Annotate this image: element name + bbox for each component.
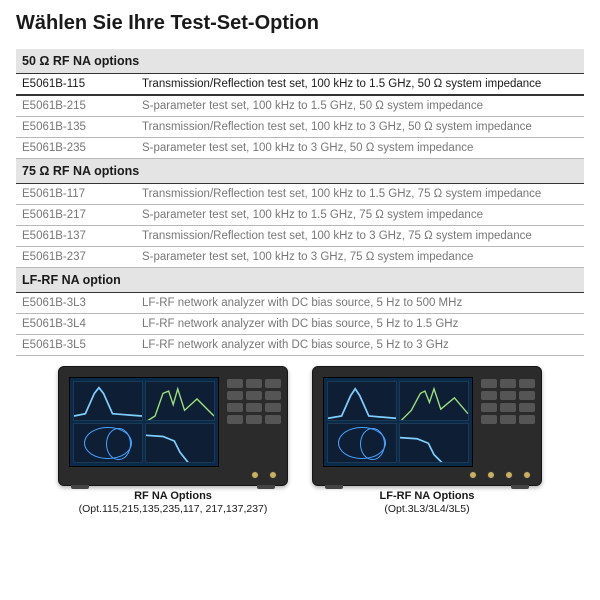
page-title: Wählen Sie Ihre Test-Set-Option: [16, 12, 584, 35]
option-code: E5061B-217: [16, 205, 136, 226]
figure-left-caption: RF NA Options: [58, 490, 288, 502]
option-code: E5061B-235: [16, 138, 136, 159]
table-row: E5061B-3L3LF-RF network analyzer with DC…: [16, 293, 584, 314]
device-lfrf: [312, 366, 542, 486]
table-row: E5061B-3L4LF-RF network analyzer with DC…: [16, 314, 584, 335]
section-header: 75 Ω RF NA options: [16, 159, 584, 184]
table-row: E5061B-115Transmission/Reflection test s…: [16, 74, 584, 96]
table-row: E5061B-3L5LF-RF network analyzer with DC…: [16, 335, 584, 356]
option-code: E5061B-215: [16, 95, 136, 117]
figure-right: LF-RF NA Options (Opt.3L3/3L4/3L5): [312, 366, 542, 515]
option-desc: LF-RF network analyzer with DC bias sour…: [136, 293, 584, 314]
figure-left: RF NA Options (Opt.115,215,135,235,117, …: [58, 366, 288, 515]
table-row: E5061B-237S-parameter test set, 100 kHz …: [16, 247, 584, 268]
figure-right-caption: LF-RF NA Options: [312, 490, 542, 502]
table-row: E5061B-215S-parameter test set, 100 kHz …: [16, 95, 584, 117]
option-code: E5061B-237: [16, 247, 136, 268]
options-table: 50 Ω RF NA optionsE5061B-115Transmission…: [16, 49, 584, 356]
table-row: E5061B-235S-parameter test set, 100 kHz …: [16, 138, 584, 159]
option-desc: LF-RF network analyzer with DC bias sour…: [136, 335, 584, 356]
option-desc: LF-RF network analyzer with DC bias sour…: [136, 314, 584, 335]
table-row: E5061B-217S-parameter test set, 100 kHz …: [16, 205, 584, 226]
table-row: E5061B-135Transmission/Reflection test s…: [16, 117, 584, 138]
option-code: E5061B-137: [16, 226, 136, 247]
section-header-label: 75 Ω RF NA options: [16, 159, 584, 184]
option-desc: Transmission/Reflection test set, 100 kH…: [136, 226, 584, 247]
option-code: E5061B-3L3: [16, 293, 136, 314]
option-code: E5061B-3L5: [16, 335, 136, 356]
table-row: E5061B-137Transmission/Reflection test s…: [16, 226, 584, 247]
option-code: E5061B-117: [16, 184, 136, 205]
option-code: E5061B-115: [16, 74, 136, 96]
figure-left-sub: (Opt.115,215,135,235,117, 217,137,237): [58, 503, 288, 515]
device-rf: [58, 366, 288, 486]
section-header-label: 50 Ω RF NA options: [16, 49, 584, 74]
figure-right-sub: (Opt.3L3/3L4/3L5): [312, 503, 542, 515]
option-desc: Transmission/Reflection test set, 100 kH…: [136, 184, 584, 205]
option-desc: S-parameter test set, 100 kHz to 1.5 GHz…: [136, 95, 584, 117]
table-row: E5061B-117Transmission/Reflection test s…: [16, 184, 584, 205]
option-code: E5061B-135: [16, 117, 136, 138]
option-desc: S-parameter test set, 100 kHz to 3 GHz, …: [136, 138, 584, 159]
section-header: 50 Ω RF NA options: [16, 49, 584, 74]
option-code: E5061B-3L4: [16, 314, 136, 335]
option-desc: Transmission/Reflection test set, 100 kH…: [136, 74, 584, 96]
option-desc: S-parameter test set, 100 kHz to 1.5 GHz…: [136, 205, 584, 226]
option-desc: Transmission/Reflection test set, 100 kH…: [136, 117, 584, 138]
section-header: LF-RF NA option: [16, 268, 584, 293]
section-header-label: LF-RF NA option: [16, 268, 584, 293]
figure-row: RF NA Options (Opt.115,215,135,235,117, …: [16, 362, 584, 515]
option-desc: S-parameter test set, 100 kHz to 3 GHz, …: [136, 247, 584, 268]
